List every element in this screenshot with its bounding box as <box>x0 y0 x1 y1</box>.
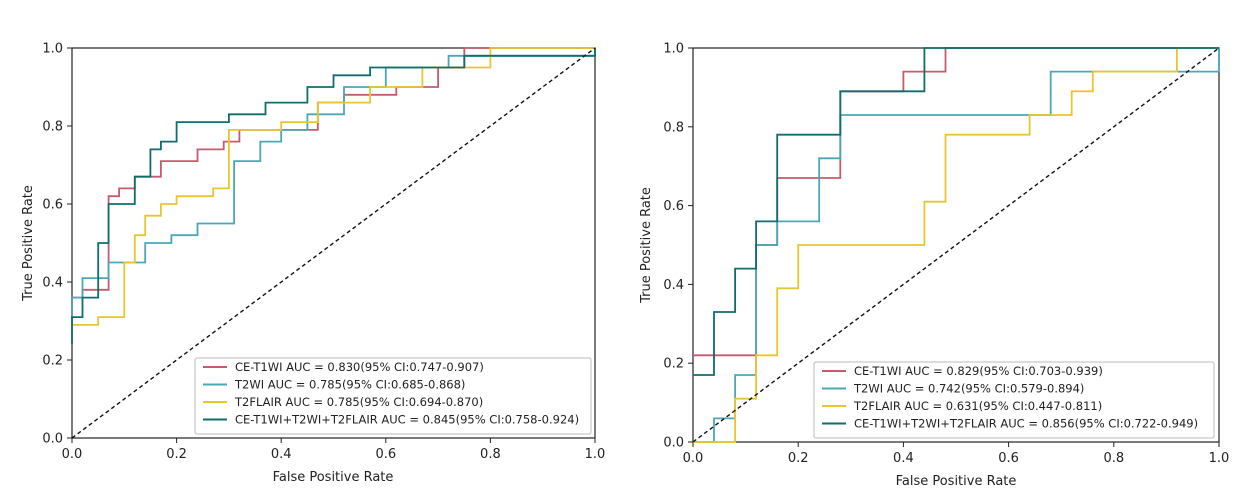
x-tick-label: 0.2 <box>166 447 187 462</box>
y-tick-label: 0.6 <box>663 199 684 214</box>
roc-chart-right: 0.0 0.2 0.4 0.6 0.8 1.0 0.0 0.2 0.4 0.6 0.8 1.0 Fal… <box>639 42 1229 490</box>
x-tick-label: 0.0 <box>683 451 704 466</box>
y-tick-label: 0.6 <box>42 198 63 213</box>
roc-curve-series-2 <box>71 48 596 329</box>
chance-diagonal <box>71 47 596 439</box>
legend-entry: T2FLAIR AUC = 0.631(95% CI:0.447-0.811) <box>853 399 1102 413</box>
roc-curve-series-4 <box>71 48 596 345</box>
y-tick-label: 0.2 <box>42 354 63 369</box>
x-tick-label: 0.6 <box>998 451 1019 466</box>
y-axis-label: True Positive Rate <box>21 185 36 302</box>
legend-entry: CE-T1WI AUC = 0.830(95% CI:0.747-0.907) <box>235 360 484 374</box>
x-axis-label: False Positive Rate <box>896 474 1017 489</box>
roc-curve-series-3 <box>693 47 1219 443</box>
roc-curve-series-1 <box>693 47 1219 357</box>
y-tick-label: 1.0 <box>663 42 684 57</box>
x-axis-label: False Positive Rate <box>273 470 394 485</box>
legend-entry: CE-T1WI AUC = 0.829(95% CI:0.703-0.939) <box>854 364 1103 378</box>
roc-chart-left: 0.0 0.2 0.4 0.6 0.8 1.0 0.0 0.2 0.4 0.6 0.8 1.0 Fal… <box>21 42 605 486</box>
roc-curve-series-3 <box>71 47 595 337</box>
x-tick-label: 0.8 <box>480 447 501 462</box>
y-tick-label: 0.4 <box>663 278 684 293</box>
x-tick-label: 0.0 <box>62 447 83 462</box>
y-tick-label: 0.8 <box>663 120 684 135</box>
legend-entry: T2FLAIR AUC = 0.785(95% CI:0.694-0.870) <box>234 395 483 409</box>
y-tick-label: 0.0 <box>663 436 684 451</box>
x-tick-label: 0.8 <box>1103 451 1124 466</box>
legend-entry: CE-T1WI+T2WI+T2FLAIR AUC = 0.856(95% CI:… <box>854 417 1198 431</box>
roc-curve-series-2 <box>693 48 1220 443</box>
roc-curve-series-4 <box>693 47 1219 376</box>
x-tick-label: 0.6 <box>375 447 396 462</box>
x-tick-label: 0.4 <box>271 447 292 462</box>
legend-entry: CE-T1WI+T2WI+T2FLAIR AUC = 0.845(95% CI:… <box>235 413 579 427</box>
y-tick-label: 1.0 <box>42 42 63 57</box>
legend-box <box>194 357 592 435</box>
x-tick-label: 0.4 <box>893 451 914 466</box>
legend-box <box>813 361 1215 439</box>
y-tick-label: 0.8 <box>42 120 63 135</box>
y-tick-label: 0.0 <box>42 432 63 447</box>
legend: CE-T1WI AUC = 0.829(95% CI:0.703-0.939) T… <box>813 361 1215 439</box>
x-tick-label: 1.0 <box>1209 451 1230 466</box>
x-tick-label: 0.2 <box>788 451 809 466</box>
roc-curve-series-1 <box>71 47 595 337</box>
y-tick-label: 0.2 <box>663 357 684 372</box>
x-tick-label: 1.0 <box>585 447 606 462</box>
plot-frame <box>71 47 596 439</box>
legend-entry: T2WI AUC = 0.742(95% CI:0.579-0.894) <box>853 382 1084 396</box>
legend: CE-T1WI AUC = 0.830(95% CI:0.747-0.907) T… <box>194 357 592 435</box>
y-tick-label: 0.4 <box>42 276 63 291</box>
legend-entry: T2WI AUC = 0.785(95% CI:0.685-0.868) <box>234 378 465 392</box>
y-axis-label: True Positive Rate <box>639 187 654 304</box>
chance-diagonal <box>692 47 1220 443</box>
